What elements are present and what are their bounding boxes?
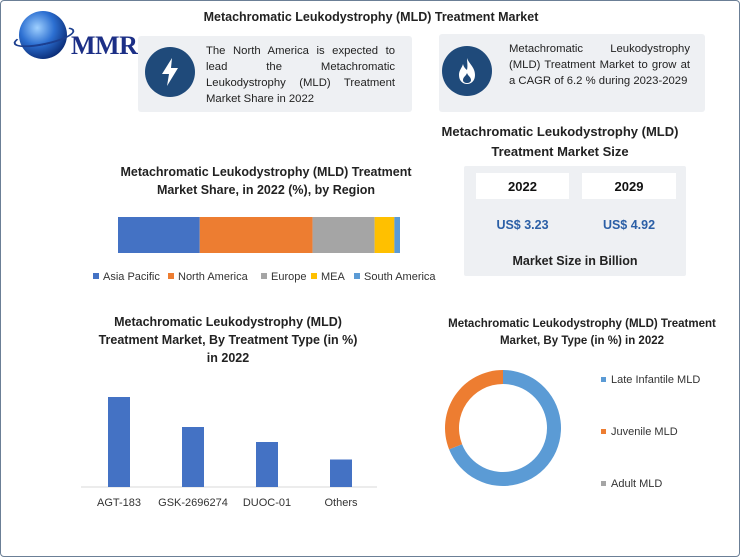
legend-label: Asia Pacific: [103, 271, 160, 283]
flame-icon: [442, 46, 492, 96]
legend-swatch: [601, 377, 606, 382]
segment-asia-pacific: [118, 217, 200, 253]
year-2022: 2022: [476, 173, 569, 199]
bar-gsk-2696274: [182, 427, 204, 487]
legend-juvenile-mld: Juvenile MLD: [601, 426, 678, 438]
legend-label: South America: [364, 271, 436, 283]
treatment-bar-chart: AGT-183 GSK-2696274 DUOC-01 Others: [81, 397, 377, 509]
legend-mea: MEA: [311, 271, 346, 283]
x-tick-label: GSK-2696274: [158, 497, 228, 509]
market-size-caption: Market Size in Billion: [512, 254, 638, 268]
legend-europe: Europe: [261, 271, 306, 283]
legend-swatch: [601, 429, 606, 434]
treatment-chart-title: Metachromatic Leukodystrophy (MLD) Treat…: [98, 315, 358, 365]
segment-south-america: [394, 217, 400, 253]
legend-asia-pacific: Asia Pacific: [93, 271, 160, 283]
region-chart-title: Metachromatic Leukodystrophy (MLD) Treat…: [120, 165, 412, 197]
info-text-north-america: The North America is expected to lead th…: [206, 45, 395, 105]
legend-late-infantile-mld: Late Infantile MLD: [601, 374, 700, 386]
logo-text: MMR: [71, 31, 138, 60]
type-chart-title: Metachromatic Leukodystrophy (MLD) Treat…: [448, 318, 716, 347]
legend-south-america: South America: [354, 271, 436, 283]
legend-swatch: [93, 273, 99, 279]
bar-others: [330, 459, 352, 487]
legend-swatch: [168, 273, 174, 279]
legend-swatch: [601, 481, 606, 486]
value-2029: US$ 4.92: [602, 218, 656, 232]
legend-label: Adult MLD: [611, 478, 662, 490]
x-tick-label: DUOC-01: [243, 497, 291, 509]
bar-duoc-01: [256, 442, 278, 487]
bar-agt-183: [108, 397, 130, 487]
legend-label: Juvenile MLD: [611, 426, 678, 438]
legend-swatch: [261, 273, 267, 279]
legend-label: Late Infantile MLD: [611, 374, 700, 386]
market-size-title: Metachromatic Leukodystrophy (MLD) Treat…: [441, 124, 679, 159]
page-title: Metachromatic Leukodystrophy (MLD) Treat…: [203, 10, 539, 24]
legend-label: Europe: [271, 271, 306, 283]
slice-juvenile-mld: [445, 370, 503, 450]
year-2029: 2029: [582, 173, 676, 199]
market-size-panel: 2022 2029 US$ 3.23 US$ 4.92 Market Size …: [464, 166, 686, 276]
mmr-logo: MMR: [12, 11, 138, 61]
legend-north-america: North America: [168, 271, 249, 283]
globe-icon: [19, 11, 67, 59]
value-2022: US$ 3.23: [496, 218, 549, 232]
segment-mea: [374, 217, 395, 253]
x-tick-label: AGT-183: [97, 497, 141, 509]
lightning-bolt-icon: [145, 47, 195, 97]
x-tick-label: Others: [324, 497, 358, 509]
segment-europe: [312, 217, 375, 253]
legend-label: MEA: [321, 271, 346, 283]
region-stacked-bar-chart: Asia Pacific North America Europe MEA South …: [93, 217, 436, 283]
legend-label: North America: [178, 271, 249, 283]
legend-swatch: [354, 273, 360, 279]
type-donut-chart: Late Infantile MLD Juvenile MLD Adult MLD: [445, 370, 700, 490]
info-box-cagr: Metachromatic Leukodystrophy (MLD) Treat…: [439, 34, 705, 112]
segment-north-america: [199, 217, 313, 253]
info-text-cagr: Metachromatic Leukodystrophy (MLD) Treat…: [509, 43, 690, 87]
legend-swatch: [311, 273, 317, 279]
legend-adult-mld: Adult MLD: [601, 478, 662, 490]
info-box-north-america: The North America is expected to lead th…: [138, 36, 412, 112]
